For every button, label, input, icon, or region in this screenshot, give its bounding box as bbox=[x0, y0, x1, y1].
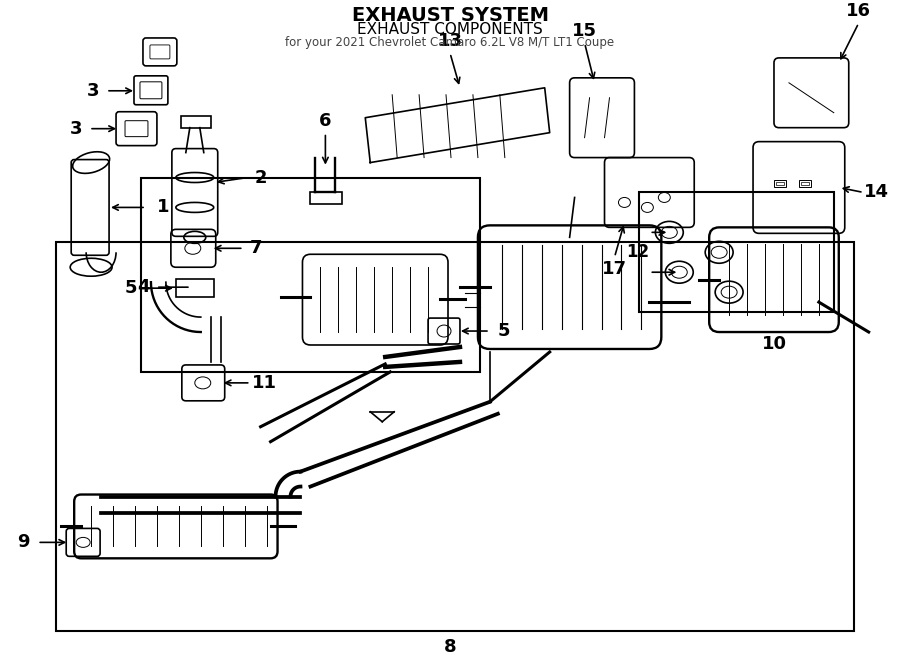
Text: 2: 2 bbox=[255, 169, 266, 186]
Text: 1: 1 bbox=[157, 198, 169, 216]
Bar bbox=[799, 180, 811, 188]
Text: EXHAUST COMPONENTS: EXHAUST COMPONENTS bbox=[357, 22, 543, 38]
Text: 14: 14 bbox=[864, 184, 889, 202]
Bar bbox=[141, 178, 480, 372]
Text: for your 2021 Chevrolet Camaro 6.2L V8 M/T LT1 Coupe: for your 2021 Chevrolet Camaro 6.2L V8 M… bbox=[285, 36, 615, 50]
Bar bbox=[801, 182, 809, 186]
Bar bbox=[774, 180, 786, 188]
Polygon shape bbox=[365, 88, 550, 163]
Bar bbox=[310, 192, 342, 204]
Text: 13: 13 bbox=[437, 32, 463, 50]
Text: 6: 6 bbox=[320, 112, 331, 130]
Text: 5: 5 bbox=[125, 279, 138, 297]
Text: 4: 4 bbox=[137, 278, 149, 296]
Text: 3: 3 bbox=[87, 82, 99, 100]
Text: 16: 16 bbox=[846, 2, 871, 20]
Text: 12: 12 bbox=[626, 243, 649, 261]
Text: 7: 7 bbox=[249, 239, 262, 257]
Text: 5: 5 bbox=[498, 322, 510, 340]
Bar bbox=[176, 279, 213, 297]
Text: 3: 3 bbox=[70, 120, 83, 137]
Bar bbox=[776, 182, 784, 186]
Text: 17: 17 bbox=[602, 260, 627, 278]
Text: 15: 15 bbox=[572, 22, 597, 40]
Bar bbox=[56, 243, 854, 631]
Bar bbox=[639, 192, 833, 312]
Bar bbox=[181, 116, 211, 128]
Text: 9: 9 bbox=[17, 533, 30, 551]
Text: 10: 10 bbox=[761, 335, 787, 353]
Text: 8: 8 bbox=[444, 638, 456, 656]
Text: 11: 11 bbox=[252, 374, 277, 392]
Text: EXHAUST SYSTEM: EXHAUST SYSTEM bbox=[352, 5, 548, 24]
